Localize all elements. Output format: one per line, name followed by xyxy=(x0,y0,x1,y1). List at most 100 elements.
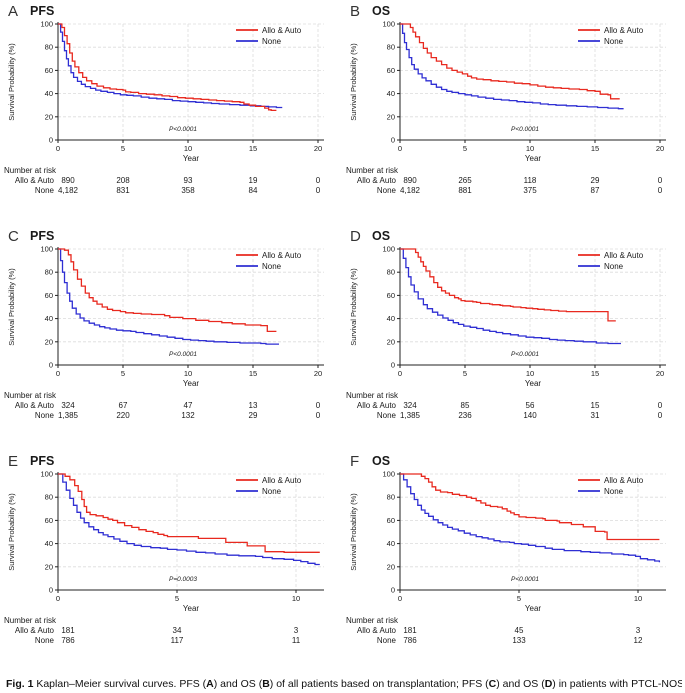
y-tick-label: 40 xyxy=(45,89,53,98)
risk-value: 29 xyxy=(249,411,258,420)
none-curve xyxy=(400,23,624,110)
legend: Allo & Auto None xyxy=(578,26,644,46)
risk-table-header: Number at risk xyxy=(4,166,57,175)
caption-segment: ) in patients with PTCL-NOS based xyxy=(552,678,682,690)
risk-value: 236 xyxy=(458,411,472,420)
x-tick-label: 5 xyxy=(517,594,521,603)
y-axis: 0 20 40 60 80 100 Survival Probability (%) xyxy=(7,245,59,370)
y-tick-label: 0 xyxy=(391,361,395,370)
legend: Allo & Auto None xyxy=(578,251,644,271)
risk-value: 12 xyxy=(634,636,643,645)
km-panel-B: B OS 0 20 40 60 80 100 Survival Probability (%) 0… xyxy=(342,0,685,225)
risk-value: 47 xyxy=(184,401,193,410)
legend-label-none: None xyxy=(604,262,624,271)
risk-value: 208 xyxy=(116,176,130,185)
p-value: P<0.0001 xyxy=(511,351,539,358)
risk-value: 786 xyxy=(61,636,75,645)
risk-value: 3 xyxy=(636,626,641,635)
legend: Allo & Auto None xyxy=(236,476,302,496)
risk-value: 0 xyxy=(316,176,321,185)
y-tick-label: 40 xyxy=(45,314,53,323)
p-value: P<0.0001 xyxy=(511,576,539,583)
y-tick-label: 20 xyxy=(387,112,395,121)
legend-label-allo: Allo & Auto xyxy=(262,251,302,260)
y-axis-label: Survival Probability (%) xyxy=(349,268,358,346)
legend-label-none: None xyxy=(262,487,282,496)
legend-label-allo: Allo & Auto xyxy=(262,476,302,485)
panel-letter: F xyxy=(350,453,359,470)
x-tick-label: 20 xyxy=(314,144,322,153)
y-tick-label: 40 xyxy=(387,539,395,548)
panel-letter: E xyxy=(8,453,18,470)
km-panels-grid: A PFS 0 20 40 60 80 100 Survival Probability (%)… xyxy=(0,0,685,668)
x-tick-label: 0 xyxy=(398,369,402,378)
x-tick-label: 20 xyxy=(656,144,664,153)
panel-title: OS xyxy=(372,229,390,243)
legend-label-none: None xyxy=(262,262,282,271)
risk-value: 0 xyxy=(658,401,663,410)
risk-row-label: Allo & Auto xyxy=(357,626,397,635)
y-axis: 0 20 40 60 80 100 Survival Probability (%) xyxy=(349,20,401,145)
y-tick-label: 40 xyxy=(387,89,395,98)
y-tick-label: 0 xyxy=(391,136,395,145)
x-axis-label: Year xyxy=(183,379,200,388)
y-tick-label: 20 xyxy=(387,562,395,571)
y-axis: 0 20 40 60 80 100 Survival Probability (%) xyxy=(349,470,401,595)
legend: Allo & Auto None xyxy=(578,476,644,496)
risk-value: 34 xyxy=(173,626,182,635)
risk-row-label: None xyxy=(377,411,397,420)
risk-value: 13 xyxy=(249,401,258,410)
none-curve xyxy=(400,248,621,345)
allo-auto-curve xyxy=(58,23,277,112)
x-tick-label: 15 xyxy=(591,144,599,153)
caption-segment: ) and OS ( xyxy=(213,678,263,690)
x-tick-label: 5 xyxy=(175,594,179,603)
risk-value: 881 xyxy=(458,186,472,195)
risk-row-label: None xyxy=(35,186,55,195)
y-tick-label: 60 xyxy=(387,291,395,300)
x-tick-label: 5 xyxy=(121,144,125,153)
y-tick-label: 80 xyxy=(45,43,53,52)
risk-value: 117 xyxy=(171,636,184,645)
y-tick-label: 80 xyxy=(45,268,53,277)
legend-label-none: None xyxy=(262,37,282,46)
legend-label-allo: Allo & Auto xyxy=(604,476,644,485)
risk-row-label: Allo & Auto xyxy=(357,176,397,185)
panel-title: PFS xyxy=(30,4,54,18)
x-tick-label: 5 xyxy=(121,369,125,378)
y-tick-label: 20 xyxy=(45,562,53,571)
allo-auto-curve xyxy=(400,248,616,322)
risk-value: 324 xyxy=(61,401,75,410)
x-axis-label: Year xyxy=(183,604,200,613)
legend-label-allo: Allo & Auto xyxy=(604,251,644,260)
legend: Allo & Auto None xyxy=(236,26,302,46)
km-panel-E: E PFS 0 20 40 60 80 100 Survival Probability (%)… xyxy=(0,450,342,668)
y-axis: 0 20 40 60 80 100 Survival Probability (%) xyxy=(7,20,59,145)
y-tick-label: 60 xyxy=(45,291,53,300)
risk-value: 786 xyxy=(403,636,417,645)
y-tick-label: 100 xyxy=(40,20,53,29)
allo-auto-curve xyxy=(58,473,320,553)
risk-table-header: Number at risk xyxy=(346,166,399,175)
x-tick-label: 20 xyxy=(314,369,322,378)
risk-value: 0 xyxy=(658,411,663,420)
y-axis-label: Survival Probability (%) xyxy=(7,268,16,346)
risk-value: 375 xyxy=(523,186,537,195)
panel-letter: B xyxy=(350,3,360,20)
x-tick-label: 0 xyxy=(398,594,402,603)
y-tick-label: 80 xyxy=(387,493,395,502)
y-axis: 0 20 40 60 80 100 Survival Probability (%) xyxy=(7,470,59,595)
legend-label-allo: Allo & Auto xyxy=(604,26,644,35)
panel-title: OS xyxy=(372,4,390,18)
p-value: P<0.0001 xyxy=(511,126,539,133)
y-tick-label: 0 xyxy=(49,361,53,370)
risk-value: 181 xyxy=(61,626,75,635)
risk-value: 265 xyxy=(458,176,472,185)
x-axis: 0 5 10 15 20 Year xyxy=(398,139,666,163)
risk-value: 56 xyxy=(526,401,535,410)
